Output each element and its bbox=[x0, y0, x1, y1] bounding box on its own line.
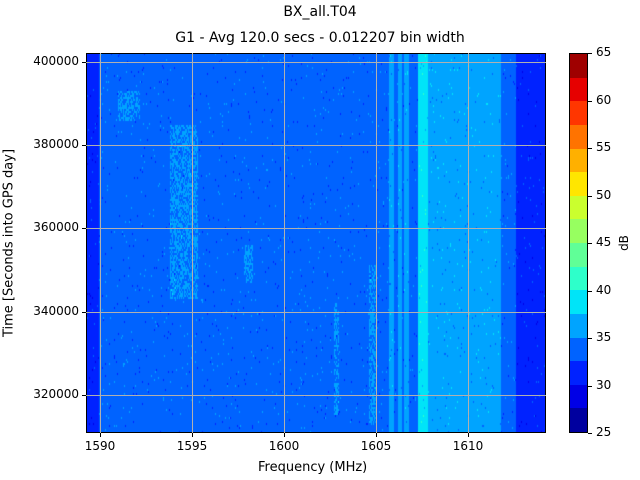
colorbar-tick-mark bbox=[588, 53, 592, 54]
chart-title: BX_all.T04 bbox=[283, 4, 357, 20]
plot-frame bbox=[86, 53, 546, 433]
colorbar-segment bbox=[570, 243, 587, 267]
colorbar-segment bbox=[570, 148, 587, 173]
colorbar-tick-label: 65 bbox=[596, 45, 612, 59]
x-grid-line bbox=[468, 53, 469, 433]
colorbar-segment bbox=[570, 54, 587, 78]
colorbar-tick-mark bbox=[588, 433, 592, 434]
x-tick-label: 1600 bbox=[268, 439, 300, 453]
colorbar-segment bbox=[570, 124, 587, 149]
y-grid-line bbox=[86, 312, 546, 313]
colorbar-tick-label: 50 bbox=[596, 188, 612, 202]
y-tick-mark bbox=[82, 62, 86, 63]
colorbar-tick-label: 60 bbox=[596, 93, 612, 107]
heatmap-plot-area bbox=[86, 53, 546, 433]
y-tick-mark bbox=[82, 395, 86, 396]
x-tick-mark bbox=[192, 433, 193, 437]
colorbar-segment bbox=[570, 408, 587, 432]
chart-subtitle: G1 - Avg 120.0 secs - 0.012207 bin width bbox=[175, 30, 465, 46]
y-axis-label: Time [Seconds into GPS day] bbox=[1, 148, 17, 338]
y-tick-mark bbox=[82, 312, 86, 313]
x-tick-mark bbox=[100, 433, 101, 437]
colorbar-tick-mark bbox=[588, 243, 592, 244]
colorbar-label: dB bbox=[616, 235, 631, 251]
colorbar-segment bbox=[570, 101, 587, 125]
colorbar-segment bbox=[570, 172, 587, 196]
x-tick-label: 1595 bbox=[176, 439, 208, 453]
y-tick-label: 320000 bbox=[33, 387, 79, 401]
colorbar-tick-mark bbox=[588, 101, 592, 102]
y-tick-mark bbox=[82, 145, 86, 146]
colorbar-segment bbox=[570, 266, 587, 291]
x-tick-label: 1590 bbox=[84, 439, 116, 453]
y-tick-label: 380000 bbox=[33, 137, 79, 151]
colorbar-tick-label: 25 bbox=[596, 425, 612, 439]
x-grid-line bbox=[100, 53, 101, 433]
colorbar bbox=[569, 53, 588, 433]
x-tick-mark bbox=[468, 433, 469, 437]
x-axis-label: Frequency (MHz) bbox=[258, 460, 368, 475]
x-tick-mark bbox=[376, 433, 377, 437]
x-grid-line bbox=[284, 53, 285, 433]
colorbar-segment bbox=[570, 337, 587, 362]
colorbar-tick-label: 30 bbox=[596, 378, 612, 392]
y-tick-label: 340000 bbox=[33, 304, 79, 318]
colorbar-segment bbox=[570, 219, 587, 243]
colorbar-tick-label: 45 bbox=[596, 235, 612, 249]
colorbar-segment bbox=[570, 77, 587, 102]
colorbar-segment bbox=[570, 290, 587, 314]
colorbar-tick-mark bbox=[588, 291, 592, 292]
colorbar-tick-label: 55 bbox=[596, 140, 612, 154]
colorbar-tick-label: 40 bbox=[596, 283, 612, 297]
colorbar-segment bbox=[570, 361, 587, 385]
y-grid-line bbox=[86, 228, 546, 229]
x-grid-line bbox=[376, 53, 377, 433]
colorbar-tick-mark bbox=[588, 338, 592, 339]
x-grid-line bbox=[192, 53, 193, 433]
y-grid-line bbox=[86, 62, 546, 63]
colorbar-tick-mark bbox=[588, 386, 592, 387]
y-grid-line bbox=[86, 395, 546, 396]
y-axis-label-wrap: Time [Seconds into GPS day] bbox=[2, 149, 17, 337]
x-tick-label: 1605 bbox=[360, 439, 392, 453]
y-tick-label: 400000 bbox=[33, 54, 79, 68]
colorbar-segment bbox=[570, 384, 587, 409]
y-grid-line bbox=[86, 145, 546, 146]
y-tick-mark bbox=[82, 228, 86, 229]
colorbar-tick-mark bbox=[588, 196, 592, 197]
x-tick-mark bbox=[284, 433, 285, 437]
colorbar-segment bbox=[570, 195, 587, 220]
colorbar-tick-label: 35 bbox=[596, 330, 612, 344]
x-tick-label: 1610 bbox=[452, 439, 484, 453]
colorbar-tick-mark bbox=[588, 148, 592, 149]
y-tick-label: 360000 bbox=[33, 220, 79, 234]
colorbar-segment bbox=[570, 313, 587, 338]
